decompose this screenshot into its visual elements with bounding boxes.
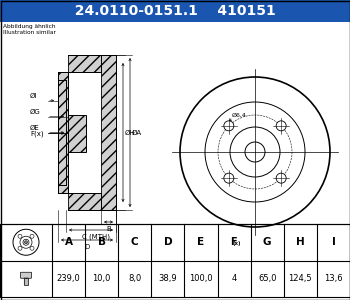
Text: F: F (230, 237, 236, 247)
Text: 24.0110-0151.1    410151: 24.0110-0151.1 410151 (65, 4, 285, 18)
Bar (68, 115, 86, 152)
Text: 8,0: 8,0 (128, 274, 141, 283)
Text: D: D (84, 244, 90, 250)
Text: ØA: ØA (132, 130, 142, 136)
Bar (24, 278, 28, 285)
Text: (x): (x) (233, 241, 241, 246)
Text: B: B (106, 226, 111, 232)
Text: ØG: ØG (30, 109, 41, 115)
Bar (68, 193, 101, 210)
Text: Abbildung ähnlich: Abbildung ähnlich (3, 24, 56, 29)
Text: ØE: ØE (30, 124, 40, 130)
Text: ØI: ØI (30, 92, 37, 98)
Text: A: A (64, 237, 72, 247)
Text: ØH: ØH (125, 130, 136, 136)
Circle shape (18, 234, 22, 238)
Circle shape (30, 234, 34, 238)
Text: F(x): F(x) (30, 130, 44, 137)
Text: Illustration similar: Illustration similar (3, 30, 56, 35)
Text: 124,5: 124,5 (288, 274, 312, 283)
Text: C (MTH): C (MTH) (82, 234, 110, 241)
FancyBboxPatch shape (21, 272, 32, 278)
Circle shape (224, 173, 234, 183)
Bar (0, 0, 350, 22)
Text: G: G (263, 237, 272, 247)
Text: C: C (131, 237, 139, 247)
Circle shape (30, 246, 34, 250)
Text: E: E (197, 237, 204, 247)
Bar (0, 224, 350, 297)
Text: 38,9: 38,9 (159, 274, 177, 283)
Text: I: I (331, 237, 335, 247)
Text: 100,0: 100,0 (189, 274, 213, 283)
Circle shape (25, 241, 28, 244)
Bar (68, 55, 101, 72)
Text: 13,6: 13,6 (324, 274, 343, 283)
Text: D: D (163, 237, 172, 247)
Bar (101, 55, 116, 210)
Text: 4: 4 (231, 274, 237, 283)
Text: B: B (98, 237, 106, 247)
Text: 239,0: 239,0 (57, 274, 80, 283)
Bar (58, 72, 68, 193)
Text: Ø6,4: Ø6,4 (232, 113, 247, 118)
Text: 10,0: 10,0 (92, 274, 111, 283)
Circle shape (276, 173, 286, 183)
Text: H: H (296, 237, 305, 247)
Circle shape (276, 121, 286, 131)
Circle shape (18, 246, 22, 250)
Text: 65,0: 65,0 (258, 274, 276, 283)
Circle shape (224, 121, 234, 131)
